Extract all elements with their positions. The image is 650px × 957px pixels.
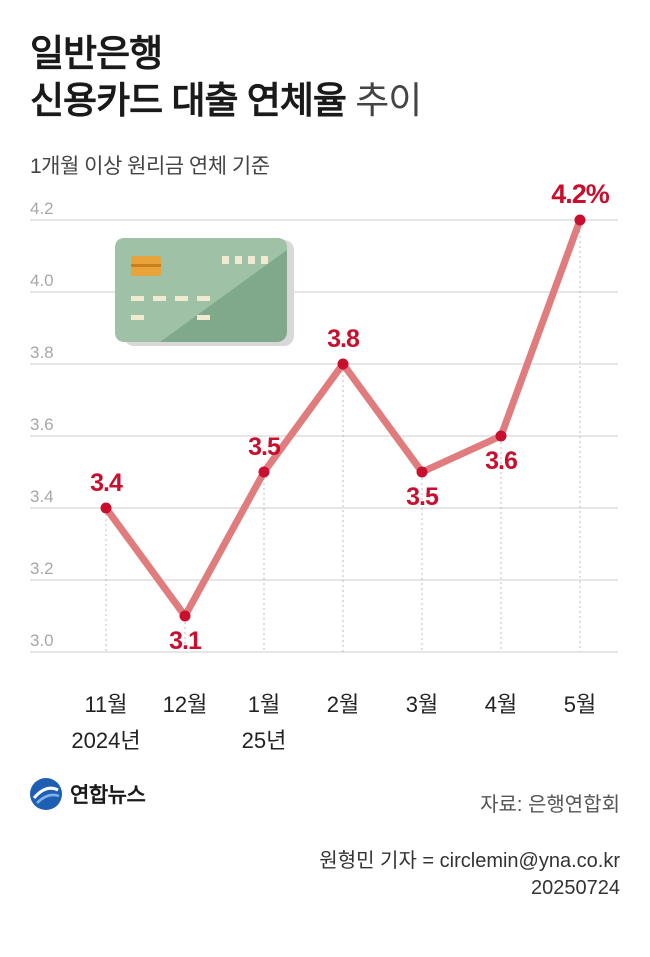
y-tick-label: 4.0	[30, 271, 54, 290]
card-chip-line	[131, 264, 161, 267]
x-tick-label: 1월	[248, 692, 280, 717]
data-point	[258, 466, 270, 478]
y-tick-label: 4.2	[30, 199, 54, 218]
data-point	[337, 358, 349, 370]
title-bold-part: 신용카드 대출 연체율	[30, 80, 347, 121]
title-line-2: 신용카드 대출 연체율 추이	[30, 77, 422, 124]
data-label: 3.5	[406, 483, 439, 511]
x-tick-label: 5월	[564, 692, 596, 717]
data-label: 3.1	[169, 627, 202, 655]
data-labels-layer: 3.4 3.1 3.5 3.8 3.5 3.6 4.2%	[90, 179, 611, 655]
x-tick-sublabel: 2024년	[71, 728, 140, 753]
chart-subtitle: 1개월 이상 원리금 연체 기준	[30, 155, 270, 178]
title-light-part: 추이	[355, 80, 422, 121]
y-tick-label: 3.4	[30, 487, 54, 506]
credit-card-illustration	[115, 238, 294, 346]
x-tick-sublabel: 25년	[242, 728, 287, 753]
data-label: 3.6	[485, 447, 517, 475]
publish-date: 20250724	[531, 877, 620, 899]
x-axis-labels-layer: 11월 2024년 12월 1월 25년 2월 3월 4월 5월	[71, 692, 596, 753]
yonhap-globe-icon	[30, 778, 62, 810]
grid-layer: 3.0 3.2 3.4 3.6 3.8 4.0 4.2	[30, 199, 618, 653]
y-tick-label: 3.2	[30, 559, 54, 578]
data-label: 3.8	[327, 325, 360, 353]
card-marks	[131, 256, 268, 320]
x-tick-label: 12월	[163, 692, 208, 717]
x-tick-label: 2월	[327, 692, 359, 717]
y-tick-label: 3.8	[30, 343, 54, 362]
logo-text: 연합뉴스	[70, 784, 146, 807]
data-points-layer	[100, 214, 586, 622]
reporter-credit: 원형민 기자 = circlemin@yna.co.kr	[319, 850, 620, 872]
yonhap-logo: 연합뉴스	[28, 776, 146, 812]
data-label: 3.5	[248, 433, 281, 461]
credit-block: 원형민 기자 = circlemin@yna.co.kr 20250724	[319, 848, 620, 902]
data-point	[574, 214, 586, 226]
data-label: 3.4	[90, 469, 123, 497]
data-point	[179, 610, 191, 622]
y-tick-label: 3.0	[30, 631, 54, 650]
title-line-1: 일반은행	[30, 33, 163, 74]
data-point	[416, 466, 428, 478]
x-tick-label: 4월	[485, 692, 517, 717]
data-label: 4.2%	[551, 179, 610, 209]
data-point	[100, 502, 112, 514]
chart-title: 일반은행 신용카드 대출 연체율 추이	[30, 30, 422, 124]
line-chart: 3.0 3.2 3.4 3.6 3.8 4.0 4.2 3.4 3.1 3.5 3.8 3.5 3.6…	[30, 179, 618, 753]
data-point	[495, 430, 507, 442]
source-note: 자료: 은행연합회	[480, 794, 620, 816]
x-tick-label: 3월	[406, 692, 438, 717]
y-tick-label: 3.6	[30, 415, 54, 434]
x-tick-label: 11월	[84, 692, 127, 717]
